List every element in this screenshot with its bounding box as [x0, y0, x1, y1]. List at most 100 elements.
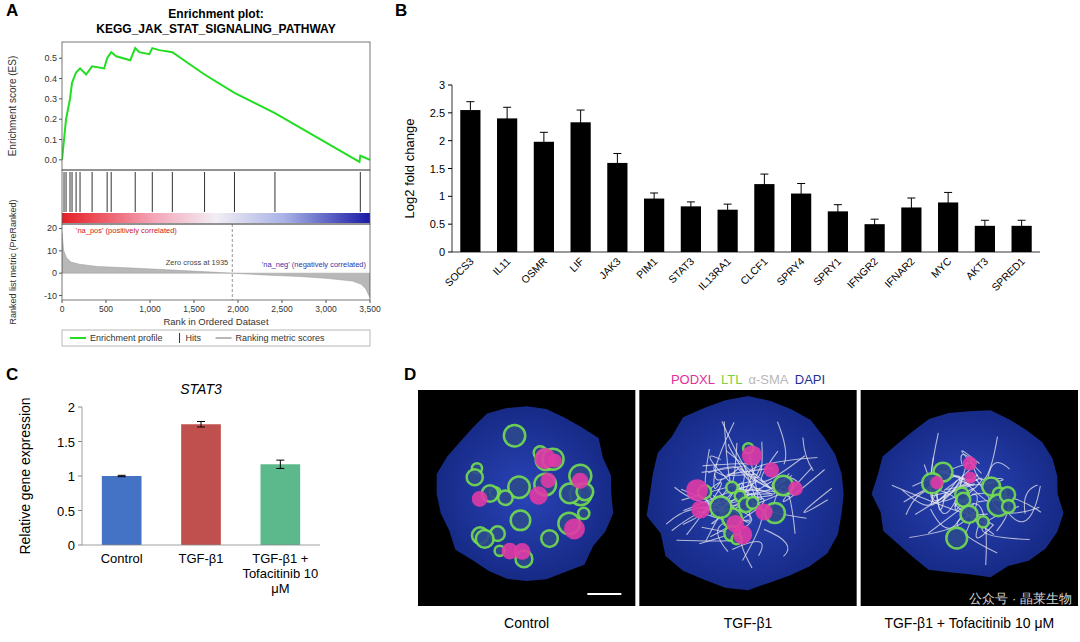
category-label: LIF [567, 255, 586, 274]
error-bar [981, 220, 989, 231]
channel-label: α-SMA [748, 372, 788, 387]
tick [59, 139, 62, 140]
fiber [962, 451, 982, 473]
tick [448, 196, 452, 197]
error-cap [650, 192, 658, 193]
error-stem [837, 205, 838, 218]
tick-label: 0.4 [44, 74, 57, 84]
tick-label: 1 [68, 469, 75, 484]
annotation: 'na_pos' (positively correlated) [76, 226, 177, 235]
error-cap [944, 192, 952, 193]
channel-label: LTL [721, 372, 742, 387]
error-cap [197, 421, 205, 422]
error-cap [118, 476, 126, 477]
tubule [467, 469, 483, 485]
error-bar [871, 219, 879, 229]
tubule [726, 482, 738, 494]
error-cap [871, 219, 879, 220]
fiber [803, 438, 813, 471]
bar [102, 476, 142, 545]
tubule [498, 490, 513, 505]
image-frame [639, 390, 856, 606]
tick [326, 300, 327, 303]
image-frame [418, 390, 635, 606]
annotation: 'na_neg' (negatively correlated) [262, 260, 367, 269]
category-label: OSMR [519, 255, 550, 286]
error-cap [276, 460, 284, 461]
error-stem [801, 184, 802, 204]
error-bar [687, 202, 695, 211]
tick [59, 159, 62, 160]
tick-label: 0 [60, 304, 65, 314]
rank-bar [62, 213, 370, 223]
glomerulus [742, 445, 762, 465]
panel-letter: C [6, 365, 18, 384]
error-stem [1021, 220, 1022, 231]
tick-label: 10 [47, 246, 57, 256]
tubule [960, 506, 977, 523]
tubule [511, 511, 531, 531]
error-stem [727, 204, 728, 215]
tick-label: 3,000 [315, 304, 337, 314]
error-cap [503, 107, 511, 108]
bar [754, 184, 774, 252]
legend-box [62, 330, 370, 346]
fiber [748, 458, 817, 495]
tick [448, 112, 452, 113]
category-label: JAK3 [597, 255, 623, 281]
error-stem [470, 102, 471, 119]
label-line: μM [271, 581, 289, 596]
figure: AEnrichment plot:KEGG_JAK_STAT_SIGNALING… [0, 0, 1080, 642]
bar [497, 118, 517, 252]
tick [238, 300, 239, 303]
hit [66, 172, 67, 212]
tick-label: 3 [439, 79, 445, 91]
error-cap [687, 201, 695, 202]
error-cap [197, 427, 205, 428]
error-bar [1018, 220, 1026, 231]
error-bar [797, 184, 805, 204]
bar [718, 210, 738, 252]
glomerulus [541, 473, 556, 488]
label-line: TGF-β1 + [252, 551, 308, 566]
error-cap [466, 118, 474, 119]
y-label: Log2 fold change [402, 119, 417, 219]
tick [282, 300, 283, 303]
tick-label: -10 [44, 291, 57, 301]
error-stem [201, 421, 202, 427]
hit [360, 172, 361, 212]
fiber [777, 422, 785, 464]
error-bar [118, 475, 126, 476]
error-cap [724, 215, 732, 216]
fiber [702, 464, 749, 473]
error-cap [944, 212, 952, 213]
error-cap [834, 218, 842, 219]
category-label: Control [101, 551, 143, 566]
tick [78, 510, 82, 511]
fiber [988, 462, 1010, 478]
error-stem [280, 460, 281, 468]
enrichment-line [62, 48, 370, 162]
frame [62, 224, 370, 300]
fiber [764, 529, 788, 556]
tubule [578, 508, 589, 519]
bars [102, 421, 300, 545]
tubule [710, 496, 731, 517]
error-cap [981, 231, 989, 232]
category-label: AKT3 [963, 255, 990, 282]
hit [152, 172, 153, 212]
error-stem [874, 219, 875, 229]
category-label: IFNAR2 [882, 255, 917, 290]
tick-label: 0.5 [44, 53, 57, 63]
error-bar [760, 174, 768, 194]
category-label: SPRY4 [774, 255, 807, 288]
category-label: SPRED1 [989, 255, 1027, 293]
bar [681, 206, 701, 252]
scale-bar [587, 593, 621, 595]
bar [460, 110, 480, 252]
error-bar [724, 204, 732, 215]
error-bar [907, 198, 915, 217]
bars [460, 102, 1031, 252]
tick-label: 0 [439, 246, 445, 258]
tubule [476, 530, 494, 548]
